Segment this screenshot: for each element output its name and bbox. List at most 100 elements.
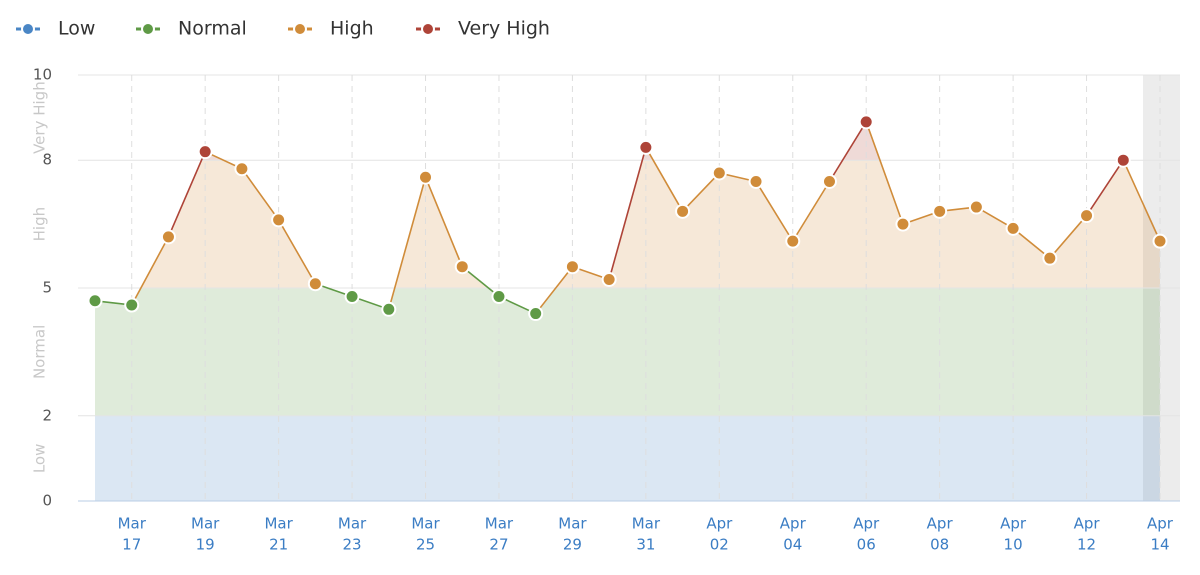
line-segment [608,147,647,280]
line-segment [1049,215,1088,259]
y-tick-label: 5 [42,279,52,297]
point [528,306,544,322]
x-tick-label: Mar [632,515,661,533]
point [1042,250,1058,266]
point [1152,233,1168,249]
point [418,169,434,185]
point [271,212,287,228]
x-tick-label: 02 [710,536,729,554]
x-tick-label: Apr [1147,515,1174,533]
legend-marker [141,22,155,36]
line-segment [241,168,280,221]
level-band [95,121,1160,161]
point [1079,208,1095,224]
x-tick-label: Apr [853,515,880,533]
legend-marker [293,22,307,36]
x-tick-label: 10 [1004,536,1023,554]
point [491,289,507,305]
line-segment [388,177,427,310]
line-segment [424,176,463,268]
x-tick-label: 08 [930,536,949,554]
band-label: Very High [31,81,49,154]
x-tick-label: 25 [416,536,435,554]
point [601,271,617,287]
point [638,139,654,155]
line-segment [277,219,317,285]
point [197,144,213,160]
point [711,165,727,181]
x-tick-label: 21 [269,536,288,554]
level-band [95,415,1160,501]
x-tick-label: Apr [1000,515,1027,533]
point [858,114,874,130]
x-tick-label: 04 [783,536,802,554]
level-band [95,288,1160,416]
point [454,259,470,275]
point [895,216,911,232]
point [821,174,837,189]
x-tick-label: Mar [558,515,587,533]
x-tick-label: 06 [857,536,876,554]
y-tick-label: 2 [42,406,52,424]
point [124,297,140,313]
x-tick-label: Apr [1074,515,1101,533]
x-tick-label: Mar [264,515,293,533]
level-band [95,160,1160,288]
band-label: Normal [31,325,49,379]
point [381,301,397,317]
point [307,276,323,292]
line-segment [755,181,794,242]
x-tick-label: 19 [196,536,215,554]
point [344,289,360,305]
legend-label: High [330,18,374,40]
band-label: High [31,207,49,241]
x-tick-label: Mar [191,515,220,533]
point [675,203,691,219]
line-segment [792,181,831,242]
x-tick-label: 17 [122,536,141,554]
legend-label: Very High [458,18,550,40]
x-tick-label: Mar [118,515,147,533]
point [748,174,764,189]
legend-marker [421,22,435,36]
point [160,229,176,245]
x-tick-label: 31 [636,536,655,554]
point [785,233,801,249]
line-segment [865,121,904,225]
y-tick-label: 10 [33,66,52,84]
x-tick-label: 12 [1077,536,1096,554]
point [1005,220,1021,236]
line-segment [1085,159,1124,217]
line-segment [645,147,684,212]
point [234,161,250,177]
x-tick-label: Apr [780,515,807,533]
legend-label: Normal [178,18,247,40]
x-tick-label: 23 [343,536,362,554]
point [968,199,984,215]
line-segment [131,236,170,306]
x-tick-label: 14 [1150,536,1169,554]
x-tick-label: Mar [411,515,440,533]
y-tick-label: 8 [42,151,52,169]
point [1115,152,1131,168]
band-label: Low [31,444,49,474]
line-segment [828,121,867,182]
line-segment [461,266,500,298]
line-segment [535,266,574,315]
point [932,203,948,219]
x-tick-label: Apr [706,515,733,533]
x-tick-label: 27 [489,536,508,554]
point [87,293,103,309]
line-segment [1012,227,1051,259]
legend-label: Low [58,18,95,40]
legend-marker [21,22,35,36]
y-tick-label: 0 [42,492,52,510]
point [564,259,580,275]
line-segment [1122,159,1161,242]
x-tick-label: Apr [927,515,954,533]
x-tick-label: 29 [563,536,582,554]
line-segment [167,151,206,238]
line-segment [682,172,720,212]
x-tick-label: Mar [338,515,367,533]
